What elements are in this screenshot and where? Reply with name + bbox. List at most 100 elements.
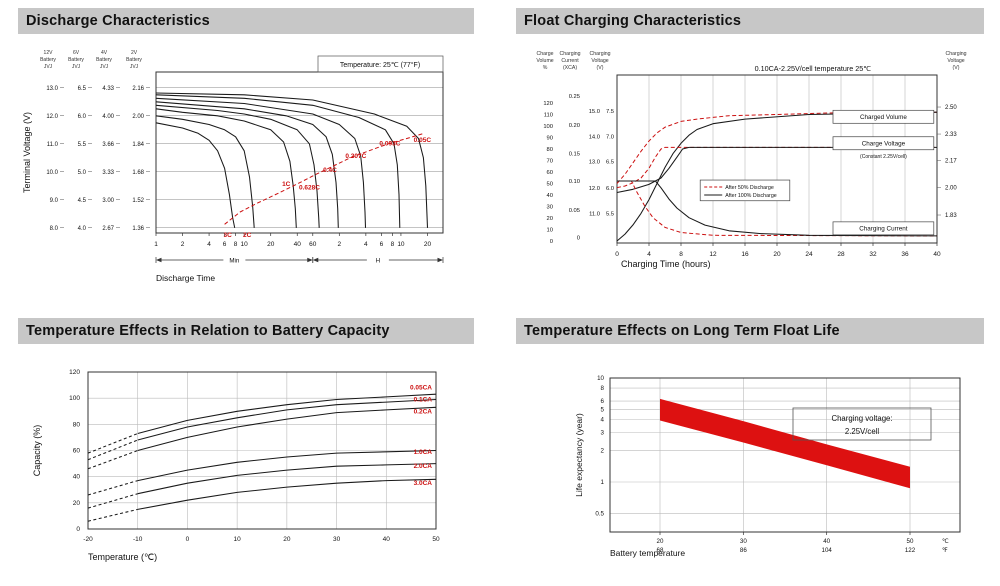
y-axis-tick: 5.0	[78, 170, 87, 176]
x-tick-label: 8	[391, 241, 395, 248]
volume-tick: 80	[547, 147, 553, 153]
voltage6-tick: 5.5	[606, 211, 614, 217]
panel-title: Temperature Effects in Relation to Batte…	[26, 323, 390, 339]
axis-header: Charging	[559, 51, 580, 57]
curve-label-box	[832, 136, 935, 151]
y-tick-label: 3	[601, 429, 605, 436]
volume-tick: 10	[547, 228, 553, 234]
y-axis-tick: 2.67	[102, 226, 114, 232]
current-tick: 0.20	[569, 123, 580, 129]
capacity-curve-dashed	[87, 450, 138, 470]
current-tick: 0.05	[569, 208, 580, 214]
x-tick-label: 4	[207, 241, 211, 248]
rate-label: 2.0CA	[414, 463, 433, 470]
discharge-curve	[155, 92, 429, 228]
rate-label: 0.4C	[323, 167, 337, 174]
float-charging-chart: 0 4 8 12 16 20 24 28 32 36 40 Charging Time (hours)…	[536, 51, 966, 269]
y-tick-label: 120	[69, 369, 80, 376]
charging-voltage-note: Charging voltage:	[831, 414, 892, 423]
discharge-characteristics-chart: 12VBatteryJVJ13.012.011.010.09.08.06VBat…	[22, 50, 444, 283]
y-tick-label: 6	[601, 398, 605, 405]
y-axis-tick: 3.00	[102, 198, 114, 204]
discharge-curve	[155, 101, 339, 228]
axis-header: Voltage	[947, 58, 964, 64]
y-tick-label: 5	[601, 406, 605, 413]
x-tick-label: 60	[309, 241, 317, 248]
y-axis-tick: 9.0	[50, 198, 59, 204]
x-tick-label: 0	[615, 251, 619, 258]
capacity-curve-dashed	[87, 493, 138, 509]
discharge-curve	[155, 94, 401, 228]
y-axis-tick: 4.0	[78, 226, 87, 232]
rate-label: 2C	[243, 232, 252, 239]
x-tick-celsius: 50	[907, 538, 914, 545]
charging-voltage-box	[792, 407, 932, 441]
current-tick: 0.25	[569, 94, 580, 100]
voltage12-tick: 11.0	[589, 211, 600, 217]
capacity-curve	[137, 393, 437, 435]
x-tick-label: 6	[223, 241, 227, 248]
capacity-curve	[137, 449, 437, 482]
capacity-curve	[137, 406, 437, 452]
axis-header: Volume	[536, 58, 553, 64]
curve-label: Charge Voltage	[862, 141, 906, 148]
axis-header: Charging	[945, 51, 966, 57]
y-axis-tick: 12.0	[46, 114, 58, 120]
x-tick-fahrenheit: 104	[822, 547, 833, 554]
charging-current-50	[617, 180, 938, 237]
temperature-note: Temperature: 25℃ (77°F)	[340, 61, 420, 69]
curve-label: Charging Current	[859, 226, 908, 233]
y-axis-tick: 1.84	[132, 142, 144, 148]
plot-border	[609, 377, 961, 533]
y-tick-label: 8	[601, 385, 605, 392]
y-axis-tick: 3.66	[102, 142, 114, 148]
fahrenheit-unit: ℉	[942, 547, 948, 554]
panel-float-life: Temperature Effects on Long Term Float L…	[516, 318, 984, 584]
capacity-curve-dashed	[87, 433, 138, 454]
panel-header-discharge: Discharge Characteristics	[18, 8, 474, 34]
y-axis-title: Capacity (%)	[32, 425, 42, 477]
voltage6-tick: 6.0	[606, 186, 614, 192]
y-axis-tick: 11.0	[47, 142, 59, 148]
x-tick-label: 20	[267, 241, 275, 248]
x-tick-label: 4	[364, 241, 368, 248]
x-tick-label: 6	[380, 241, 384, 248]
voltage12-tick: 13.0	[589, 160, 600, 166]
x-tick-label: 2	[181, 241, 185, 248]
cell-voltage-tick: 2.50	[945, 105, 957, 111]
cell-voltage-tick: 2.17	[945, 159, 957, 165]
x-tick-label: 36	[901, 251, 909, 258]
panel-title: Float Charging Characteristics	[524, 13, 742, 29]
panel-header-temp-capacity: Temperature Effects in Relation to Batte…	[18, 318, 474, 344]
y-tick-label: 1	[601, 479, 605, 486]
y-tick-label: 20	[73, 500, 81, 507]
x-tick-label: 4	[647, 251, 651, 258]
capacity-curve-dashed	[87, 480, 138, 496]
panel-title: Temperature Effects on Long Term Float L…	[524, 323, 840, 339]
axis-header: Charging	[589, 51, 610, 57]
x-tick-label: 8	[234, 241, 238, 248]
charging-voltage-note: 2.25V/cell	[845, 427, 880, 436]
x-axis-title: Discharge Time	[156, 273, 215, 283]
charging-current-100	[617, 180, 938, 237]
legend-label: After 100% Discharge	[725, 193, 777, 199]
charge-voltage-100	[616, 146, 937, 194]
charged-volume-100	[616, 111, 938, 242]
rate-label: 3C	[224, 232, 233, 239]
y-axis-tick: 1.52	[132, 198, 144, 204]
x-tick-label: 10	[234, 536, 242, 543]
y-axis-header: JVJ	[130, 64, 139, 70]
x-tick-label: 10	[397, 241, 405, 248]
y-tick-label: 4	[601, 416, 605, 423]
knee-curve	[224, 132, 425, 225]
cell-voltage-tick: 1.83	[945, 213, 957, 219]
discharge-curve	[155, 97, 367, 228]
curve-label-box	[832, 221, 935, 236]
float-life-chart: 1086543210.5206830864010450122℃℉Charging…	[574, 375, 961, 558]
x-tick-label: 12	[709, 251, 717, 258]
panel-header-float: Float Charging Characteristics	[516, 8, 984, 34]
current-tick: 0.10	[569, 179, 580, 185]
x-axis-title: Temperature (℃)	[88, 552, 157, 562]
panel-temp-capacity: Temperature Effects in Relation to Batte…	[18, 318, 474, 584]
